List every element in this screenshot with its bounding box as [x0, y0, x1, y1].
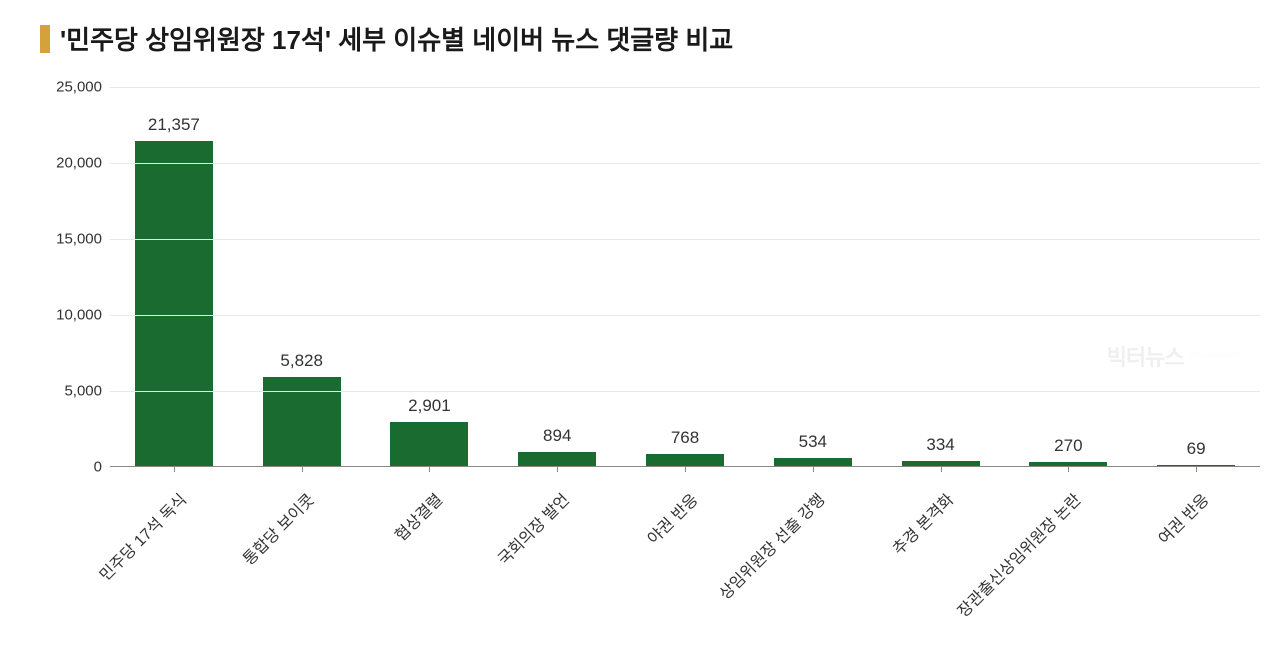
chart-title: '민주당 상임위원장 17석' 세부 이슈별 네이버 뉴스 댓글량 비교: [60, 20, 733, 57]
x-tick-mark: [302, 466, 303, 472]
x-tick-mark: [429, 466, 430, 472]
x-tick-mark: [1068, 466, 1069, 472]
grid-line: [110, 239, 1260, 240]
x-tick-mark: [557, 466, 558, 472]
bar-group: 69: [1132, 439, 1260, 466]
bar-group: 334: [877, 435, 1005, 466]
watermark-text: 빅터뉴스: [1107, 340, 1184, 372]
x-tick-mark: [174, 466, 175, 472]
y-tick-label: 25,000: [56, 79, 102, 96]
bar-value-label: 534: [799, 432, 827, 452]
bar-value-label: 768: [671, 428, 699, 448]
y-tick-label: 15,000: [56, 231, 102, 248]
x-tick-mark: [813, 466, 814, 472]
grid-line: [110, 391, 1260, 392]
bar-group: 270: [1004, 436, 1132, 466]
bar-group: 21,357: [110, 115, 238, 466]
bar-value-label: 2,901: [408, 396, 451, 416]
grid-line: [110, 87, 1260, 88]
chart-area: 05,00010,00015,00020,00025,000 21,3575,8…: [40, 87, 1260, 507]
chart-title-row: '민주당 상임위원장 17석' 세부 이슈별 네이버 뉴스 댓글량 비교: [40, 20, 1250, 57]
bars-container: 21,357 5,828 2,901 894 768 534 334 270 69: [110, 87, 1260, 466]
bar: [518, 452, 596, 466]
y-tick-label: 10,000: [56, 307, 102, 324]
bar-value-label: 894: [543, 426, 571, 446]
bar: [135, 141, 213, 466]
bar-value-label: 5,828: [280, 351, 323, 371]
bar-value-label: 21,357: [148, 115, 200, 135]
bar: [390, 422, 468, 466]
y-tick-label: 20,000: [56, 155, 102, 172]
bar: [774, 458, 852, 466]
grid-line: [110, 315, 1260, 316]
grid-line: [110, 163, 1260, 164]
y-axis: 05,00010,00015,00020,00025,000: [40, 87, 110, 467]
watermark-sub: BIG DATA NEWS: [1190, 352, 1240, 360]
x-tick-mark: [941, 466, 942, 472]
bar-group: 894: [493, 426, 621, 466]
bar-value-label: 270: [1054, 436, 1082, 456]
bar-value-label: 69: [1187, 439, 1206, 459]
y-tick-label: 5,000: [64, 383, 102, 400]
bar-value-label: 334: [926, 435, 954, 455]
bar-group: 768: [621, 428, 749, 466]
bar-group: 534: [749, 432, 877, 466]
bar: [646, 454, 724, 466]
x-tick-mark: [685, 466, 686, 472]
y-tick-label: 0: [94, 459, 102, 476]
watermark: 빅터뉴스 BIG DATA NEWS: [1107, 340, 1240, 372]
bar-group: 5,828: [238, 351, 366, 466]
title-marker: [40, 25, 50, 53]
bar-group: 2,901: [366, 396, 494, 466]
x-tick-mark: [1196, 466, 1197, 472]
plot-area: 21,357 5,828 2,901 894 768 534 334 270 69: [110, 87, 1260, 467]
